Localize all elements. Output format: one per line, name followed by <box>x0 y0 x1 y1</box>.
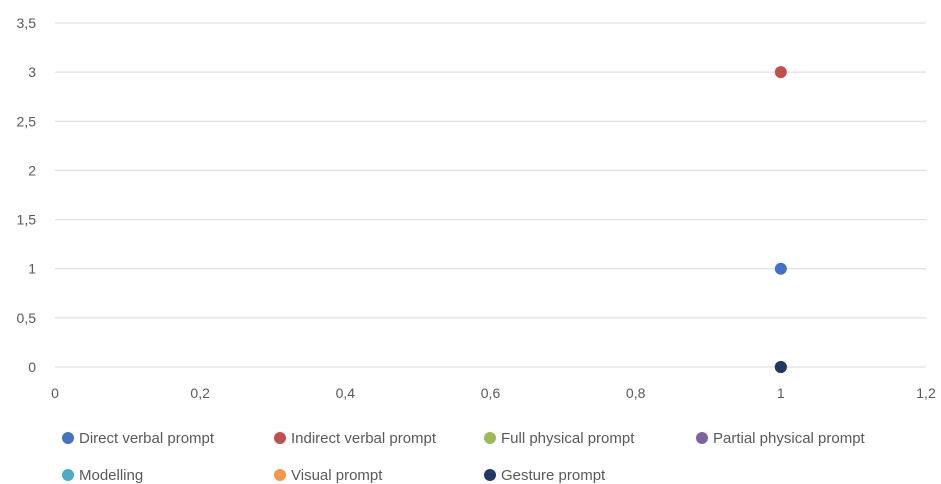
legend-marker <box>484 432 496 444</box>
x-tick-label: 1 <box>777 385 785 401</box>
x-tick-label: 0,2 <box>190 385 210 401</box>
data-point <box>774 361 787 373</box>
legend-marker <box>484 469 496 481</box>
legend-marker <box>62 432 74 444</box>
legend-label: Gesture prompt <box>501 467 606 484</box>
grid-lines <box>55 22 926 368</box>
legend-marker <box>274 469 286 481</box>
legend: Direct verbal prompt Indirect verbal prom… <box>62 430 866 484</box>
legend-label: Partial physical prompt <box>713 430 866 447</box>
y-tick-label: 0,5 <box>17 310 37 326</box>
y-tick-label: 3 <box>28 64 36 80</box>
x-tick-label: 0,4 <box>336 385 356 401</box>
legend-label: Visual prompt <box>291 467 383 484</box>
legend-marker <box>62 469 74 481</box>
legend-item: Direct verbal prompt <box>62 430 215 447</box>
x-tick-label: 0,6 <box>481 385 501 401</box>
data-point <box>774 66 787 79</box>
legend-item: Indirect verbal prompt <box>274 430 437 447</box>
y-tick-label: 1,5 <box>17 212 37 228</box>
y-tick-label: 1 <box>28 261 36 277</box>
legend-label: Modelling <box>79 467 143 484</box>
x-axis-ticks: 0 0,2 0,4 0,6 0,8 1 1,2 <box>51 385 936 401</box>
data-point <box>774 262 787 275</box>
data-points <box>774 66 787 373</box>
legend-item: Visual prompt <box>274 467 383 484</box>
x-tick-label: 0 <box>51 385 59 401</box>
legend-label: Direct verbal prompt <box>79 430 215 447</box>
legend-item: Modelling <box>62 467 143 484</box>
legend-label: Full physical prompt <box>501 430 635 447</box>
legend-label: Indirect verbal prompt <box>291 430 437 447</box>
y-tick-label: 3,5 <box>17 15 37 31</box>
y-tick-label: 2 <box>28 162 36 178</box>
legend-item: Full physical prompt <box>484 430 635 447</box>
x-tick-label: 0,8 <box>626 385 646 401</box>
legend-item: Partial physical prompt <box>696 430 866 447</box>
y-tick-label: 2,5 <box>17 113 37 129</box>
y-axis-ticks: 0 0,5 1 1,5 2 2,5 3 3,5 <box>17 15 37 375</box>
legend-marker <box>696 432 708 444</box>
x-tick-label: 1,2 <box>916 385 936 401</box>
legend-item: Gesture prompt <box>484 467 606 484</box>
y-tick-label: 0 <box>28 359 36 375</box>
legend-marker <box>274 432 286 444</box>
